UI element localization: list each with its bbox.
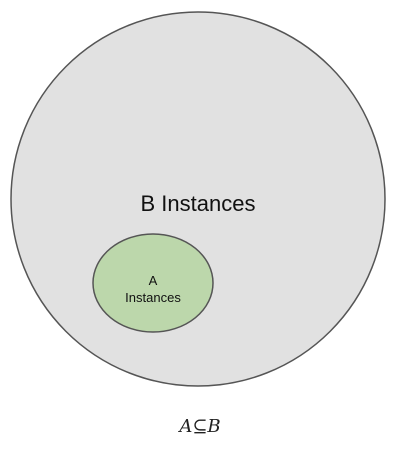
set-a-ellipse	[92, 233, 214, 333]
subset-formula: A⊆B	[179, 416, 221, 437]
set-b-label: B Instances	[141, 191, 256, 216]
set-a-label-line1: A	[149, 273, 158, 288]
set-a-label-line2: Instances	[125, 290, 181, 305]
